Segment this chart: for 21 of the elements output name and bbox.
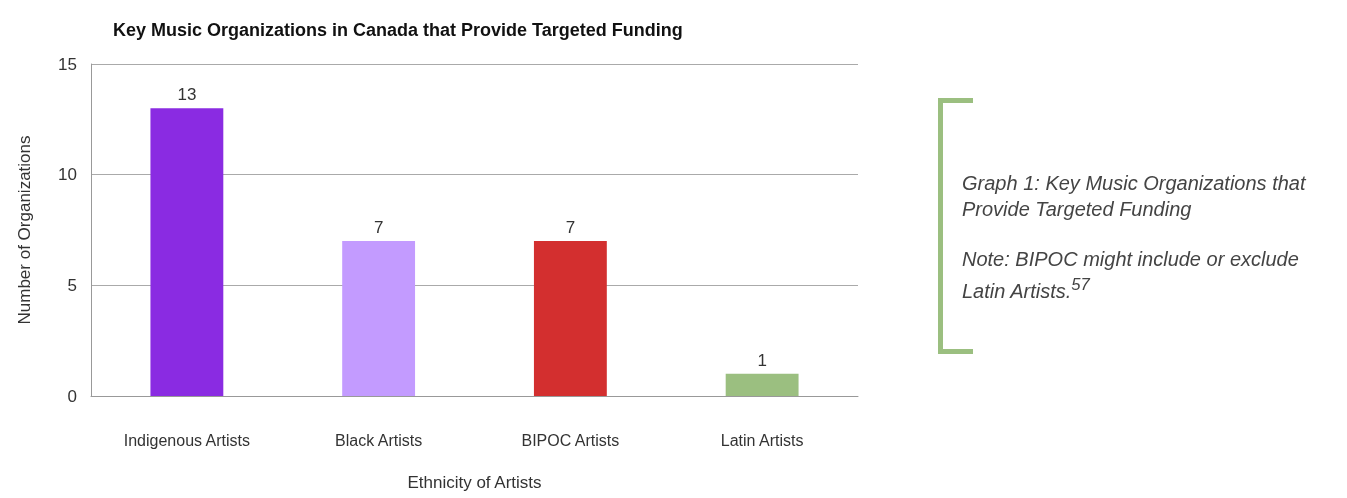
y-tick-label: 5 — [67, 275, 77, 295]
bar — [533, 241, 607, 396]
x-tick-label: Black Artists — [335, 431, 423, 449]
bar — [342, 241, 416, 396]
x-tick-label: BIPOC Artists — [521, 431, 620, 449]
x-tick-label: Latin Artists — [720, 431, 804, 449]
y-axis-title: Number of Organizations — [15, 135, 34, 325]
bar — [725, 373, 799, 396]
chart-title: Key Music Organizations in Canada that Provide Targeted Funding — [113, 20, 683, 40]
data-label: 13 — [177, 85, 197, 105]
x-tick-label: Indigenous Artists — [123, 431, 251, 449]
y-tick-label: 10 — [58, 165, 77, 185]
data-label: 7 — [373, 218, 384, 238]
data-label: 7 — [565, 218, 576, 238]
caption: Graph 1: Key Music Organizations that Provide Targeted Funding — [962, 171, 1307, 222]
y-tick-label: 0 — [67, 386, 77, 406]
text: Note: BIPOC might include or exclude Latin Artists.$^{57}$ — [962, 247, 1300, 304]
data-label: 1 — [757, 350, 767, 370]
y-tick-label: 15 — [58, 54, 77, 74]
x-axis-title: Ethnicity of Artists — [407, 473, 542, 492]
bar — [150, 108, 224, 396]
